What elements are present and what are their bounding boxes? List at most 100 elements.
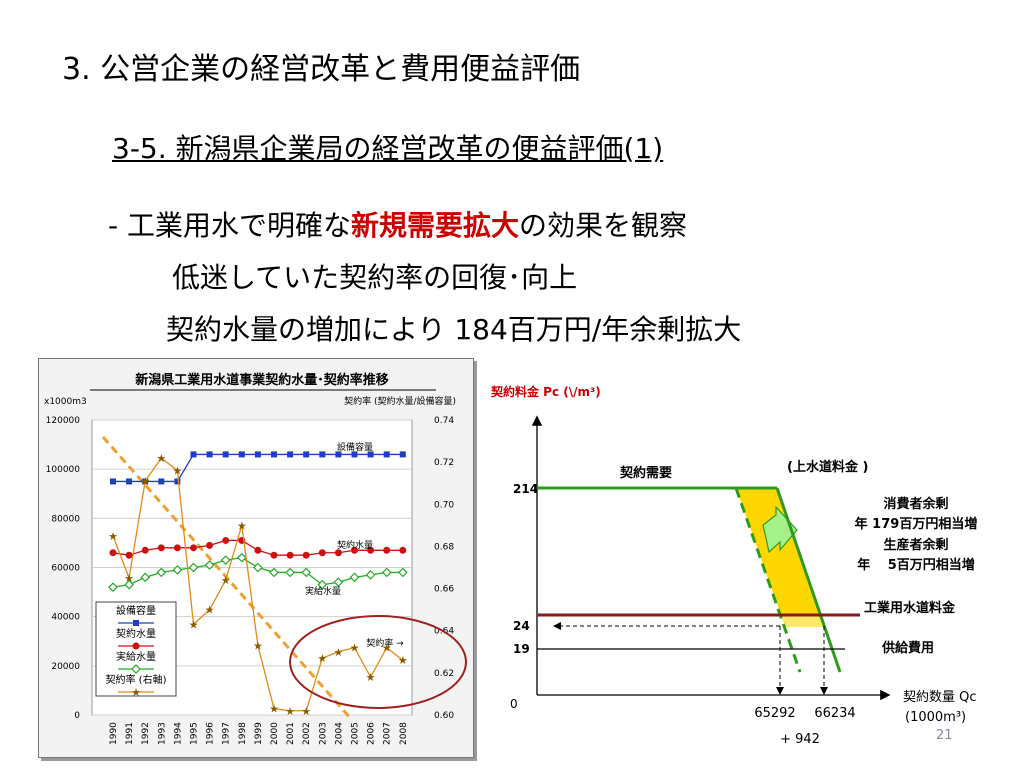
data-point [317, 579, 328, 590]
quantity-axis-label: 契約数量 Qc [903, 690, 977, 705]
supply-cost-label: 供給費用 [881, 640, 934, 656]
data-point [141, 546, 149, 554]
x-tick-label: 2003 [318, 722, 328, 745]
data-point [286, 551, 294, 559]
data-point: ★ [350, 642, 360, 655]
y2-tick-label: 0.70 [434, 500, 454, 510]
demand-label: 契約需要 [619, 465, 672, 481]
y-unit-label: x1000m3 [44, 397, 87, 407]
data-point [133, 620, 139, 626]
y2-tick-label: 0.74 [434, 416, 454, 426]
data-point [206, 451, 213, 458]
data-point [301, 567, 312, 578]
legend-label: 実給水量 [116, 650, 156, 663]
data-point [349, 572, 360, 583]
data-point [190, 451, 197, 458]
data-point: ★ [172, 465, 182, 478]
quantity-q2: 66234 [814, 706, 855, 721]
data-point [383, 546, 391, 554]
x-tick-label: 2004 [334, 722, 344, 745]
annotation-actual: 実給水量 [305, 585, 341, 597]
data-point [204, 560, 215, 570]
price-tick-24: 24 [513, 619, 530, 633]
x-tick-label: 2002 [302, 722, 312, 745]
x-tick-label: 2006 [367, 722, 377, 745]
y2-tick-label: 0.62 [434, 669, 454, 679]
data-point: ★ [317, 652, 327, 665]
highlight-circle [289, 615, 467, 709]
data-point [333, 577, 344, 588]
data-point [157, 544, 165, 552]
annotation-capacity: 設備容量 [337, 441, 373, 453]
data-point [236, 552, 247, 563]
data-point [222, 451, 229, 458]
y-tick-label: 100000 [46, 465, 81, 475]
bullet-text-pre: - 工業用水で明確な [108, 209, 352, 242]
data-point [399, 451, 406, 458]
y-tick-label: 120000 [46, 416, 81, 426]
data-point [271, 451, 277, 458]
industrial-water-rate-label: 工業用水道料金 [864, 600, 956, 616]
legend-label: 設備容量 [116, 604, 156, 617]
data-point [253, 562, 263, 573]
data-point [254, 546, 262, 554]
x-tick-label: 1993 [157, 722, 167, 745]
data-point [254, 451, 261, 458]
annotation-contract: 契約水量 [337, 539, 373, 551]
data-point [269, 567, 279, 578]
data-point [303, 451, 310, 458]
data-point: ★ [301, 705, 311, 718]
data-point [318, 549, 326, 557]
bullet-highlight: 新規需要拡大 [351, 209, 520, 242]
producer-surplus-area [781, 615, 826, 627]
data-point [156, 567, 167, 578]
data-point: ★ [131, 686, 141, 699]
data-point [367, 546, 375, 554]
data-point [220, 555, 231, 565]
data-point [222, 536, 230, 544]
x-tick-label: 1991 [125, 722, 135, 745]
data-point [132, 642, 140, 650]
data-point: ★ [237, 519, 247, 532]
data-point [238, 451, 245, 458]
data-point [397, 567, 408, 578]
bullet-contract-rate: 低迷していた契約率の回復･向上 [172, 261, 578, 294]
producer-surplus-label: 生産者余剰 [883, 537, 948, 553]
data-point [285, 567, 295, 578]
y2-tick-label: 0.60 [434, 711, 454, 721]
data-point [383, 451, 390, 458]
legend-box [95, 601, 177, 697]
series-line-4 [112, 456, 404, 712]
data-point: ★ [156, 452, 166, 465]
legend-label: 契約率 (右軸) [106, 673, 167, 686]
data-point [302, 551, 310, 559]
data-point: ★ [205, 604, 215, 617]
x-tick-label: 2000 [270, 722, 280, 745]
data-point: ★ [382, 642, 392, 655]
data-point [399, 546, 407, 554]
x-tick-label: 1992 [141, 722, 151, 745]
x-tick-label: 2001 [286, 722, 296, 745]
y2-axis-label: 契約率 (契約水量/設備容量) [344, 395, 456, 407]
x-tick-label: 1997 [222, 722, 232, 745]
x-tick-label: 2007 [383, 722, 393, 745]
data-point: ★ [189, 618, 199, 631]
data-point: ★ [333, 646, 343, 659]
annotation-rate-arrow: 契約率 → [366, 637, 404, 649]
data-point [188, 562, 199, 573]
data-point: ★ [108, 530, 118, 543]
data-point [158, 478, 165, 485]
data-point [367, 451, 374, 458]
data-point [190, 544, 197, 552]
data-point [110, 478, 116, 485]
data-point: ★ [124, 572, 134, 585]
producer-surplus-value: 年 5百万円相当増 [857, 557, 975, 573]
y2-tick-label: 0.66 [434, 585, 454, 595]
data-point [206, 541, 214, 549]
data-point [270, 551, 278, 559]
data-point [108, 582, 118, 593]
x-tick-label: 2008 [399, 722, 409, 745]
price-tick-0: 0 [510, 697, 518, 711]
